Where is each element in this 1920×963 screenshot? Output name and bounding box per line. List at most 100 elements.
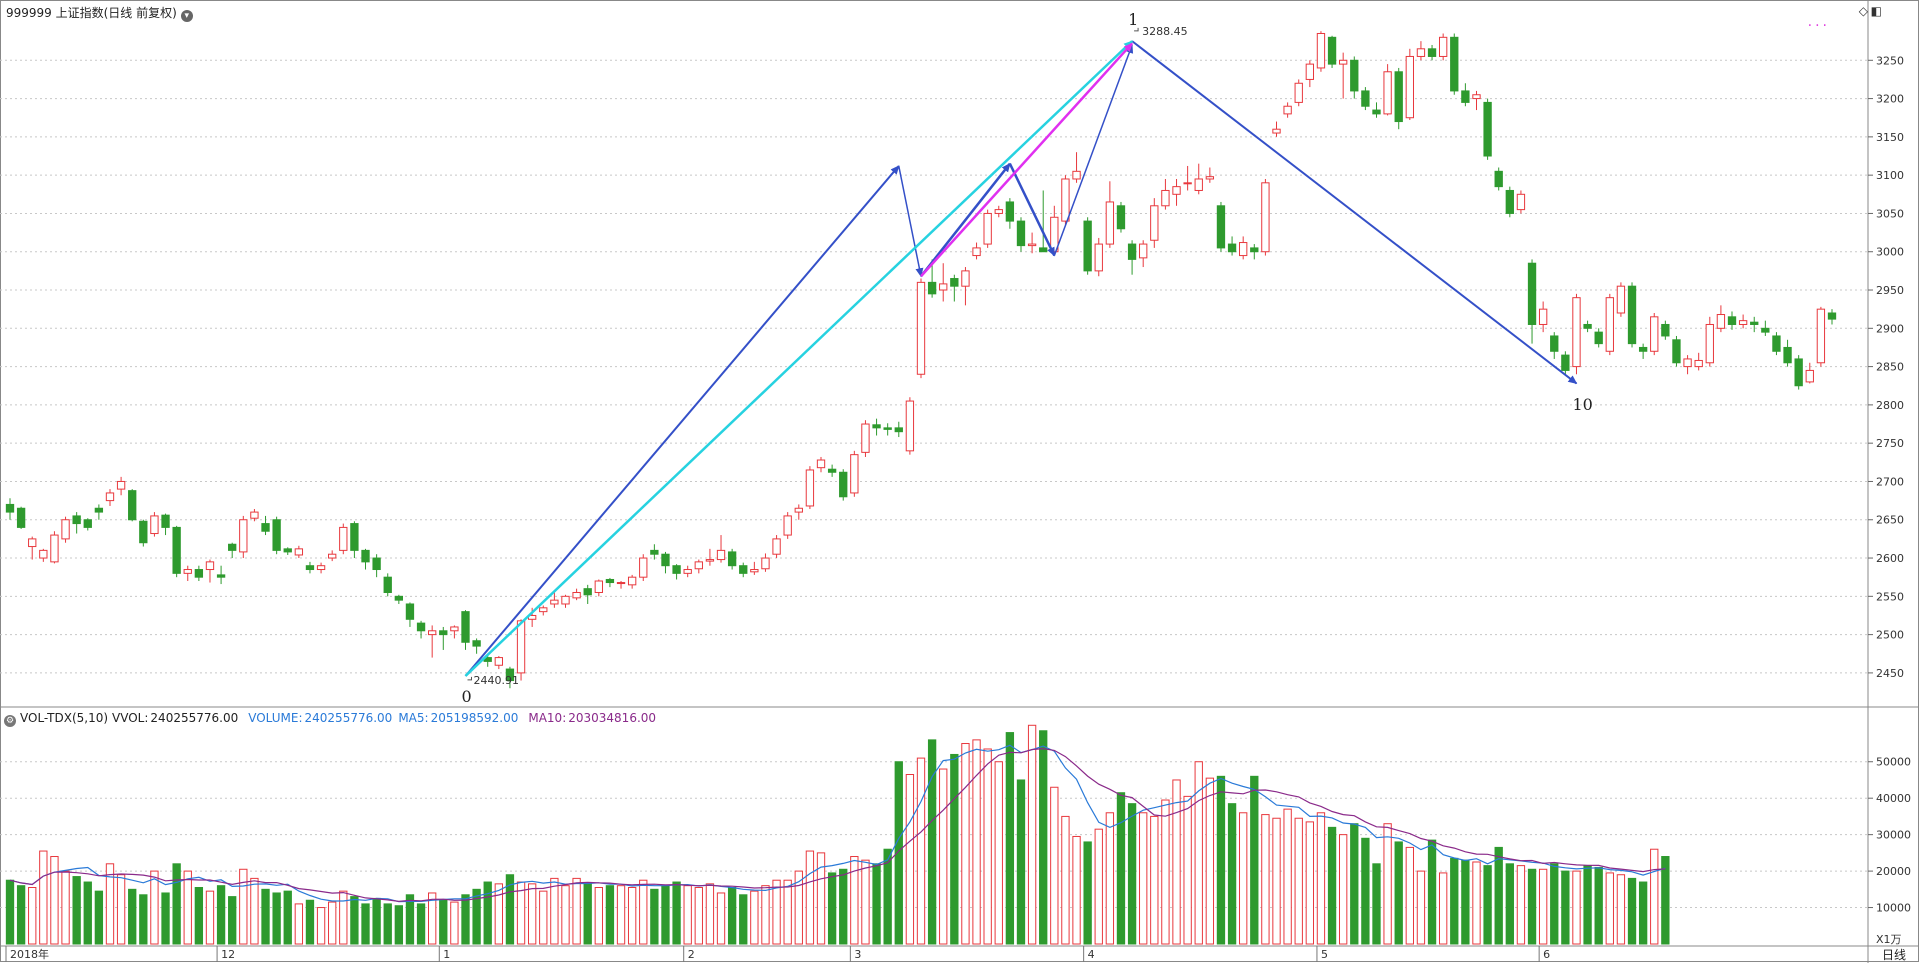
volume-bar — [1394, 841, 1403, 945]
candle-down — [1761, 327, 1770, 333]
time-tick-label: 5 — [1321, 948, 1328, 961]
candle-down — [1005, 201, 1015, 222]
volume-label: VOLUME: — [248, 711, 303, 725]
volume-bar — [1116, 792, 1126, 945]
volume-bar — [1372, 863, 1381, 945]
candle-up — [1194, 178, 1203, 191]
candle-down — [1394, 71, 1403, 123]
volume-bar — [94, 890, 104, 945]
candle-down — [583, 588, 592, 596]
candle-down — [161, 514, 170, 528]
wave-label: 1 — [1128, 10, 1138, 29]
diamond-icon[interactable]: ◇ — [1858, 4, 1868, 18]
period-label[interactable]: 日线 — [1882, 948, 1907, 962]
volume-bar — [1361, 837, 1370, 945]
candle-down — [827, 468, 837, 473]
candle-down — [1116, 205, 1126, 230]
volume-bar — [1150, 815, 1159, 945]
volume-bar — [1450, 857, 1459, 945]
page-title: 999999 上证指数(日线 前复权) — [6, 6, 177, 20]
volume-bar — [150, 870, 159, 945]
candle-down — [727, 551, 737, 567]
candle-up — [861, 423, 870, 453]
time-tick-label: 1 — [443, 948, 450, 961]
volume-bar — [1461, 859, 1470, 945]
candle-up — [1105, 201, 1115, 245]
candle-down — [739, 565, 748, 574]
volume-bar — [228, 896, 237, 945]
volume-bar — [161, 892, 170, 945]
candle-down — [650, 549, 659, 555]
volume-bar — [594, 887, 603, 945]
volume-bar — [905, 774, 915, 945]
candle-up — [1339, 59, 1348, 65]
candle-down — [1250, 247, 1259, 253]
volume-bar — [1427, 839, 1437, 945]
candle-up — [1416, 48, 1426, 57]
volume-bar — [28, 887, 37, 945]
volume-bar — [1061, 815, 1070, 945]
candle-up — [783, 515, 792, 536]
candle-up — [561, 595, 570, 605]
wave-line — [464, 40, 1133, 677]
volume-bar — [1350, 823, 1359, 945]
volume-bar — [483, 881, 492, 945]
candle-up — [105, 492, 115, 502]
candle-up — [805, 469, 815, 507]
volume-bar — [627, 887, 637, 945]
price-tick-label: 2450 — [1876, 667, 1904, 680]
candle-down — [194, 569, 204, 578]
volume-tick-label: 20000 — [1876, 865, 1911, 878]
volume-bar — [1616, 874, 1626, 945]
volume-bar — [805, 850, 815, 945]
settings-icon[interactable]: ▾ — [180, 10, 193, 22]
volume-bar — [794, 870, 803, 945]
volume-tick-label: 30000 — [1876, 829, 1911, 842]
candle-down — [1661, 323, 1670, 337]
candle-up — [150, 515, 159, 535]
wave-line — [898, 165, 924, 278]
candle-down — [1727, 316, 1737, 325]
ma5-label: MA5: — [398, 711, 429, 725]
volume-bar — [316, 907, 326, 945]
candle-down — [128, 490, 137, 521]
ma10-label: MA10: — [528, 711, 567, 725]
candle-down — [1638, 346, 1648, 352]
volume-bar — [216, 885, 226, 945]
volume-tick-label: 10000 — [1876, 902, 1911, 915]
volume-bar — [1127, 803, 1137, 945]
volume-bar — [983, 748, 992, 945]
volume-value: 240255776.00 — [304, 711, 393, 725]
volume-bar — [561, 885, 570, 945]
candle-up — [761, 557, 770, 570]
price-annotation: 3288.45 — [1142, 25, 1188, 38]
candle-down — [672, 565, 681, 574]
candle-up — [1705, 323, 1714, 364]
volume-bar — [472, 888, 481, 945]
price-marker — [1134, 27, 1139, 32]
volume-bar — [861, 859, 870, 945]
volume-bar — [1438, 872, 1448, 945]
dotted-line-icon: ··· — [1807, 18, 1830, 34]
volume-bar — [1583, 865, 1592, 945]
candle-down — [872, 424, 881, 429]
candle-up — [1738, 320, 1748, 325]
volume-bar — [705, 883, 715, 945]
candle-up — [61, 519, 70, 540]
volume-bar — [128, 888, 137, 945]
candle-up — [994, 209, 1003, 214]
volume-bar — [361, 903, 370, 945]
volume-tick-label: 40000 — [1876, 792, 1911, 805]
candle-down — [1483, 101, 1492, 157]
volume-bar — [650, 888, 659, 945]
price-tick-label: 2700 — [1876, 475, 1904, 488]
gear-icon[interactable]: ⚙ — [4, 715, 16, 727]
candle-up — [39, 549, 48, 559]
price-tick-label: 3050 — [1876, 207, 1904, 220]
time-tick-label: 2 — [688, 948, 695, 961]
volume-bar — [1050, 786, 1059, 945]
window-icon[interactable]: ◧ — [1870, 4, 1882, 18]
candle-down — [16, 507, 26, 528]
volume-bar — [1227, 803, 1237, 945]
